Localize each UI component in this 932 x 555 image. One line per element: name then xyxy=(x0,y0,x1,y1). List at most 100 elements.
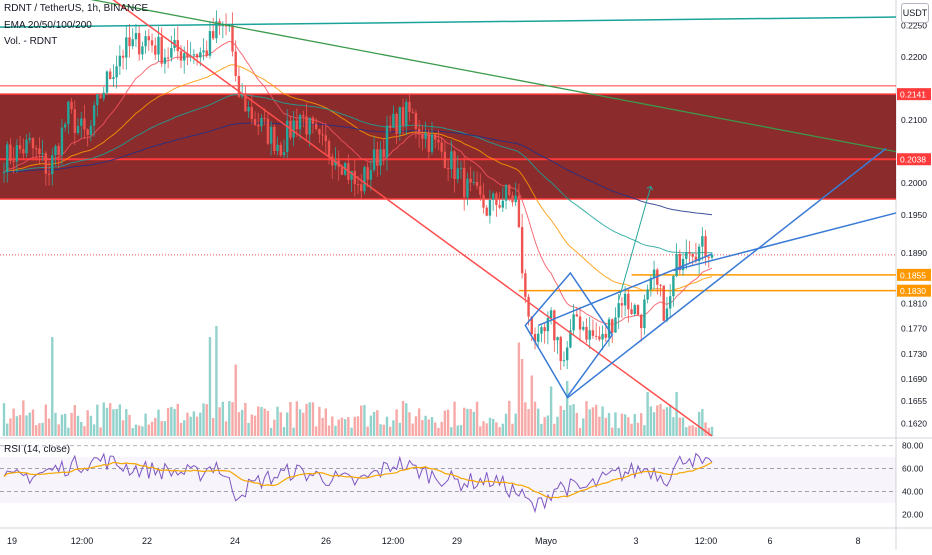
candle-body xyxy=(424,132,427,139)
candle-body xyxy=(437,139,440,143)
candle-body xyxy=(73,109,76,133)
candle-body xyxy=(292,120,295,138)
volume-bar xyxy=(340,417,344,436)
candle-body xyxy=(382,149,385,158)
candle-body xyxy=(150,40,154,46)
volume-bar xyxy=(76,415,80,436)
candle-body xyxy=(488,199,492,216)
ema-indicator-label[interactable]: EMA 20/50/100/200 xyxy=(4,20,92,31)
volume-bar xyxy=(540,423,543,436)
time-axis-label: Mayo xyxy=(535,536,557,546)
volume-bar xyxy=(31,409,35,436)
volume-bar xyxy=(395,409,398,436)
candle-body xyxy=(147,36,151,41)
volume-bar xyxy=(565,381,569,436)
candle-body xyxy=(511,195,514,203)
volume-bar xyxy=(533,401,537,436)
volume-bar xyxy=(652,412,656,436)
candle-body xyxy=(363,167,366,192)
candle-body xyxy=(118,55,122,67)
candle-body xyxy=(379,149,382,166)
volume-bar xyxy=(640,413,643,436)
candle-body xyxy=(562,360,566,362)
volume-bar xyxy=(382,424,385,436)
rsi-axis-label: 40.00 xyxy=(902,486,924,496)
volume-bar xyxy=(707,427,710,436)
volume-bar xyxy=(112,409,115,436)
candle-body xyxy=(582,326,585,330)
candle-body xyxy=(411,111,414,113)
volume-bar xyxy=(99,427,102,436)
candle-body xyxy=(479,186,482,195)
volume-bar xyxy=(157,409,160,436)
candle-body xyxy=(51,155,54,175)
volume-bar xyxy=(688,425,691,436)
volume-bar xyxy=(675,392,678,436)
volume-bar xyxy=(572,404,575,436)
volume-bar xyxy=(202,403,205,436)
volume-bar xyxy=(559,405,562,436)
time-axis-label: 12:00 xyxy=(382,536,405,546)
volume-bar xyxy=(501,423,505,436)
candle-body xyxy=(672,275,675,297)
volume-bar xyxy=(83,426,86,436)
candle-body xyxy=(286,120,289,153)
volume-bar xyxy=(678,417,682,436)
volume-bar xyxy=(434,422,437,436)
candle-body xyxy=(202,50,205,53)
volume-bar xyxy=(530,375,533,436)
candle-body xyxy=(434,134,437,140)
candle-body xyxy=(482,194,485,208)
candle-body xyxy=(501,200,505,208)
volume-bar xyxy=(405,403,408,436)
volume-bar xyxy=(343,419,347,436)
volume-bar xyxy=(118,404,122,436)
volume-indicator-label[interactable]: Vol. - RDNT xyxy=(4,36,58,47)
candle-body xyxy=(314,123,318,129)
candle-body xyxy=(244,93,247,112)
price-axis-label: 0.2200 xyxy=(901,52,927,62)
volume-bar xyxy=(520,359,524,436)
volume-bar xyxy=(710,426,714,436)
price-label-highlight: 0.2141 xyxy=(900,90,926,100)
candle-body xyxy=(611,319,614,333)
candle-body xyxy=(456,168,459,180)
volume-bar xyxy=(311,402,315,436)
candle-body xyxy=(598,336,601,340)
candle-body xyxy=(356,184,360,186)
volume-bar xyxy=(231,402,234,436)
volume-bar xyxy=(38,423,41,436)
candle-body xyxy=(186,53,189,58)
volume-bar xyxy=(263,408,266,436)
candle-body xyxy=(508,184,511,196)
candle-body xyxy=(311,117,315,124)
candle-body xyxy=(134,33,138,40)
volume-bar xyxy=(482,421,485,436)
projection-arrow-head xyxy=(646,185,654,191)
price-axis-label: 0.2100 xyxy=(901,115,927,125)
candle-body xyxy=(697,246,701,262)
candle-body xyxy=(675,254,678,276)
candle-body xyxy=(392,113,395,128)
volume-bar xyxy=(215,326,218,436)
volume-bar xyxy=(630,423,633,436)
currency-button[interactable]: USDT xyxy=(901,3,929,23)
volume-bar xyxy=(411,423,414,436)
candle-body xyxy=(414,112,418,129)
volume-bar xyxy=(543,417,546,436)
volume-bar xyxy=(524,402,527,436)
candle-body xyxy=(553,310,556,341)
candle-body xyxy=(588,330,591,340)
rsi-indicator-label[interactable]: RSI (14, close) xyxy=(4,444,71,455)
volume-bar xyxy=(469,408,472,436)
volume-bar xyxy=(440,421,443,436)
volume-bar xyxy=(125,409,128,436)
volume-bar xyxy=(147,424,151,436)
candle-body xyxy=(266,118,270,144)
candle-body xyxy=(504,184,508,201)
candle-body xyxy=(183,53,186,61)
volume-bar xyxy=(109,403,112,436)
volume-bar xyxy=(546,415,550,436)
